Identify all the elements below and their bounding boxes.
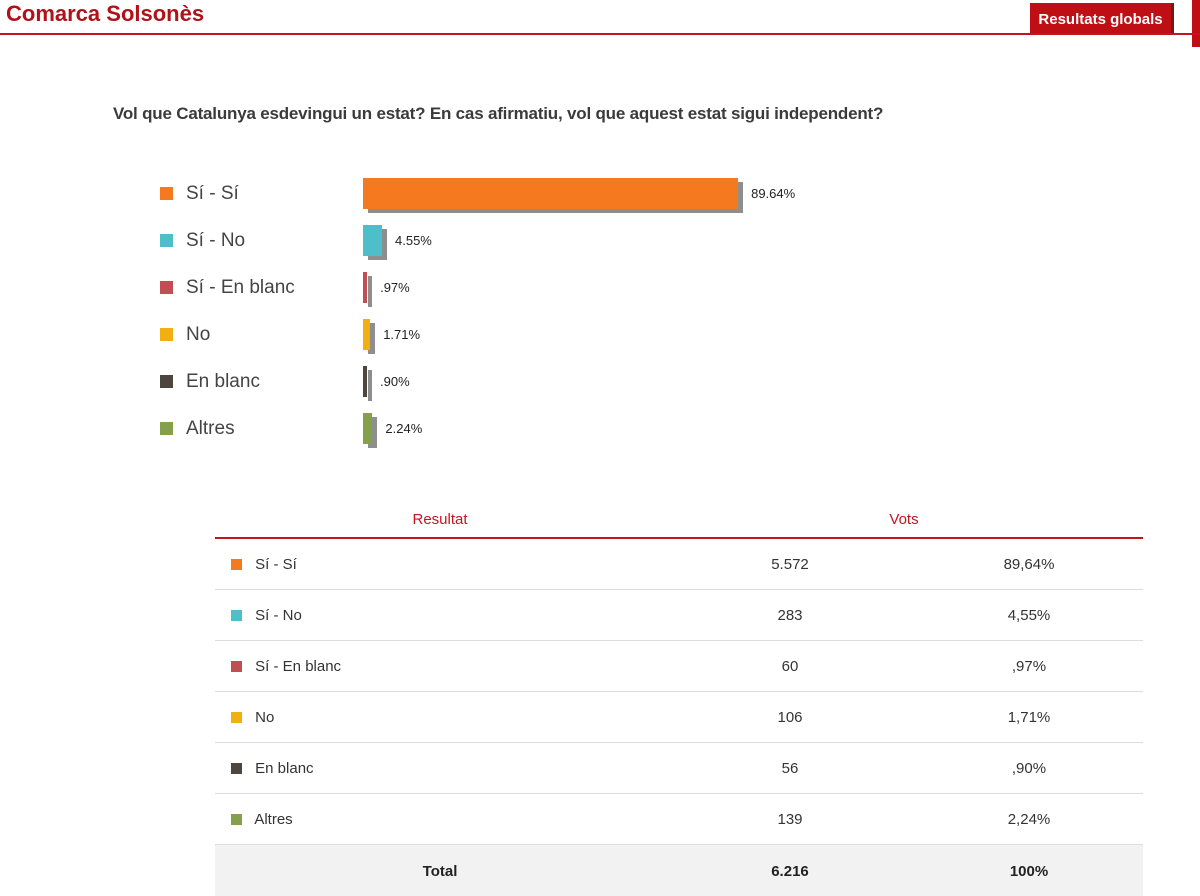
bar [363,413,373,444]
bar-value-label: 1.71% [383,327,421,342]
result-label: Sí - Sí [255,555,297,573]
result-label: No [255,708,275,726]
legend-swatch-icon [160,422,173,435]
legend-swatch-icon [160,328,173,341]
row-swatch-icon [231,609,242,621]
pct-cell: 2,24% [915,793,1143,845]
table-row: Sí - No 283 4,55% [215,589,1143,641]
bar-value-label: 4.55% [395,233,432,248]
legend-label: Sí - Sí [186,182,239,204]
legend-item: Sí - En blanc [160,277,363,299]
row-swatch-icon [231,813,242,825]
legend-item: No [160,324,363,346]
pct-cell: ,97% [915,640,1143,692]
votes-cell: 5.572 [665,538,915,590]
legend-label: En blanc [186,370,260,392]
bar-value-label: .97% [380,280,410,295]
table-row: Sí - Sí 5.572 89,64% [215,538,1143,590]
column-header-vots: Vots [665,505,1143,539]
legend-item: Sí - Sí [160,183,363,205]
question-text: Vol que Catalunya esdevingui un estat? E… [113,104,884,123]
bar-value-label: 89.64% [751,186,796,201]
legend-item: Altres [160,418,363,440]
result-cell: Sí - No [215,589,665,641]
chart-row: En blanc .90% [160,358,795,405]
results-table: Resultat Vots Sí - Sí 5.572 89,64% Sí - … [215,505,1143,896]
table-body: Sí - Sí 5.572 89,64% Sí - No 283 4,55% S… [215,538,1143,845]
pct-cell: 4,55% [915,589,1143,641]
legend-swatch-icon [160,281,173,294]
total-row: Total 6.216 100% [215,844,1143,896]
bar-chart: Sí - Sí 89.64% Sí - No 4.55% Sí - En bla… [160,170,795,452]
result-cell: En blanc [215,742,665,794]
table-row: No 106 1,71% [215,691,1143,743]
bar [363,366,367,397]
chart-row: Sí - En blanc .97% [160,264,795,311]
bar [363,272,368,303]
legend-label: Sí - No [186,229,246,251]
chart-row: No 1.71% [160,311,795,358]
legend-item: En blanc [160,371,363,393]
total-pct: 100% [915,844,1143,896]
legend-label: Altres [186,417,235,439]
chart-row: Sí - Sí 89.64% [160,170,795,217]
right-edge-tab[interactable] [1192,0,1200,47]
table-row: Altres 139 2,24% [215,793,1143,845]
votes-cell: 60 [665,640,915,692]
votes-cell: 56 [665,742,915,794]
table-row: Sí - En blanc 60 ,97% [215,640,1143,692]
bar [363,225,382,256]
page-title: Comarca Solsonès [6,1,205,26]
results-table-wrap: Resultat Vots Sí - Sí 5.572 89,64% Sí - … [215,505,1143,896]
row-swatch-icon [231,660,242,672]
bar [363,178,739,209]
legend-swatch-icon [160,187,173,200]
legend-item: Sí - No [160,230,363,252]
row-swatch-icon [231,762,242,774]
total-votes: 6.216 [665,844,915,896]
legend-label: Sí - En blanc [186,276,295,298]
pct-cell: ,90% [915,742,1143,794]
result-cell: Sí - Sí [215,538,665,590]
chart-row: Sí - No 4.55% [160,217,795,264]
table-header-row: Resultat Vots [215,505,1143,539]
result-cell: Altres [215,793,665,845]
bar [363,319,371,350]
pct-cell: 1,71% [915,691,1143,743]
result-cell: No [215,691,665,743]
chart-row: Altres 2.24% [160,405,795,452]
result-label: En blanc [255,759,314,777]
bar-value-label: .90% [380,374,410,389]
total-label: Total [215,844,665,896]
result-label: Sí - En blanc [255,657,342,675]
votes-cell: 106 [665,691,915,743]
column-header-resultat: Resultat [215,505,665,539]
votes-cell: 139 [665,793,915,845]
pct-cell: 89,64% [915,538,1143,590]
legend-label: No [186,323,211,345]
result-cell: Sí - En blanc [215,640,665,692]
legend-swatch-icon [160,234,173,247]
row-swatch-icon [231,711,242,723]
result-label: Sí - No [255,606,302,624]
global-results-button[interactable]: Resultats globals [1030,3,1174,34]
legend-swatch-icon [160,375,173,388]
votes-cell: 283 [665,589,915,641]
row-swatch-icon [231,558,242,570]
header-divider [0,33,1200,35]
table-row: En blanc 56 ,90% [215,742,1143,794]
result-label: Altres [254,810,293,828]
bar-value-label: 2.24% [385,421,423,436]
